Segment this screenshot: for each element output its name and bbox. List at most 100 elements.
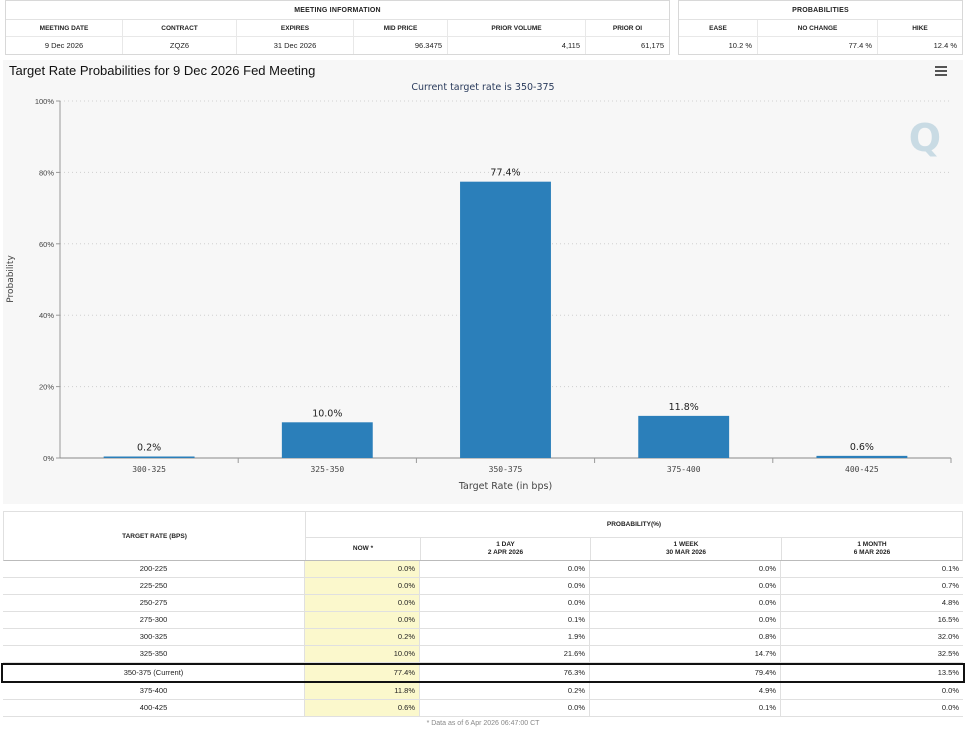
probability-table-header: TARGET RATE (BPS) PROBABILITY(%) NOW * 1… xyxy=(3,511,963,561)
value-hike: 12.4 % xyxy=(933,41,957,50)
one-day-cell: 1.9% xyxy=(420,629,590,645)
table-row: 250-275 0.0% 0.0% 0.0% 4.8% xyxy=(3,595,963,612)
data-label-300-325: 0.2% xyxy=(137,443,161,454)
table-row: 325-350 10.0% 21.6% 14.7% 32.5% xyxy=(3,646,963,663)
now-cell: 0.6% xyxy=(305,700,420,716)
now-cell: 0.0% xyxy=(305,561,420,577)
one-day-cell: 0.2% xyxy=(420,683,590,699)
meeting-information-panel: MEETING INFORMATION MEETING DATE CONTRAC… xyxy=(5,0,670,55)
rate-cell: 250-275 xyxy=(3,595,305,611)
data-timestamp-footnote: * Data as of 6 Apr 2026 06:47:00 CT xyxy=(426,720,540,727)
header-hike: HIKE xyxy=(912,24,928,32)
header-mid-price: MID PRICE xyxy=(354,19,448,37)
header-target-rate: TARGET RATE (BPS) xyxy=(4,512,306,560)
x-tick-label-375-400: 375-400 xyxy=(667,465,701,474)
value-expires: 31 Dec 2026 xyxy=(237,37,354,54)
chart-title: Target Rate Probabilities for 9 Dec 2026… xyxy=(9,63,316,78)
data-label-350-375: 77.4% xyxy=(490,168,520,179)
probability-table: TARGET RATE (BPS) PROBABILITY(%) NOW * 1… xyxy=(1,511,965,727)
one-week-cell: 4.9% xyxy=(590,683,781,699)
header-1-month-label: 1 MONTH xyxy=(857,541,887,548)
table-row: 300-325 0.2% 1.9% 0.8% 32.0% xyxy=(3,629,963,646)
header-no-change: NO CHANGE xyxy=(758,19,878,37)
now-cell: 0.0% xyxy=(305,612,420,628)
header-now: NOW * xyxy=(306,538,421,560)
bar-350-375 xyxy=(460,181,551,458)
value-prior-volume: 4,115 xyxy=(448,37,586,54)
one-day-cell: 0.1% xyxy=(420,612,590,628)
value-mid-price: 96.3475 xyxy=(354,37,448,54)
table-row: 400-425 0.6% 0.0% 0.1% 0.0% xyxy=(3,700,963,717)
rate-cell: 375-400 xyxy=(3,683,305,699)
rate-cell: 200-225 xyxy=(3,561,305,577)
one-month-cell: 0.1% xyxy=(941,564,959,573)
x-tick-label-350-375: 350-375 xyxy=(489,465,523,474)
table-row: 225-250 0.0% 0.0% 0.0% 0.7% xyxy=(3,578,963,595)
x-axis-title: Target Rate (in bps) xyxy=(458,481,552,492)
hamburger-menu-icon[interactable] xyxy=(935,66,947,76)
header-prior-oi: PRIOR OI xyxy=(612,24,643,32)
header-now-label: NOW * xyxy=(352,545,374,552)
x-tick-label-300-325: 300-325 xyxy=(132,465,166,474)
y-tick-label: 60% xyxy=(39,240,54,249)
one-week-cell: 0.1% xyxy=(590,700,781,716)
value-meeting-date: 9 Dec 2026 xyxy=(6,37,123,54)
one-month-cell: 0.7% xyxy=(941,581,959,590)
one-week-cell: 0.8% xyxy=(590,629,781,645)
meeting-information-header-row: MEETING DATE CONTRACT EXPIRES MID PRICE … xyxy=(6,19,669,37)
one-week-cell: 14.7% xyxy=(590,646,781,662)
one-month-cell: 13.5% xyxy=(937,668,959,677)
q-logo-icon: Q xyxy=(908,116,941,160)
now-cell: 77.4% xyxy=(305,665,420,681)
meeting-information-title: MEETING INFORMATION xyxy=(6,1,669,20)
value-contract: ZQZ6 xyxy=(123,37,237,54)
now-cell: 0.0% xyxy=(305,578,420,594)
value-prior-oi: 61,175 xyxy=(641,41,664,50)
one-day-cell: 0.0% xyxy=(420,700,590,716)
header-meeting-date: MEETING DATE xyxy=(6,19,123,37)
header-1-week-date: 30 MAR 2026 xyxy=(665,549,707,556)
rate-cell: 350-375 (Current) xyxy=(3,665,305,681)
now-cell: 0.0% xyxy=(305,595,420,611)
bar-325-350 xyxy=(281,422,373,458)
header-1-month: 1 MONTH 6 MAR 2026 xyxy=(782,538,962,560)
header-expires: EXPIRES xyxy=(237,19,354,37)
one-week-cell: 0.0% xyxy=(590,595,781,611)
now-cell: 11.8% xyxy=(305,683,420,699)
target-rate-chart: Target Rate Probabilities for 9 Dec 2026… xyxy=(3,60,963,504)
rate-cell: 400-425 xyxy=(3,700,305,716)
header-1-month-date: 6 MAR 2026 xyxy=(853,549,891,556)
bar-300-325 xyxy=(103,456,195,458)
value-no-change: 77.4 % xyxy=(758,37,878,54)
x-tick-label-400-425: 400-425 xyxy=(845,465,879,474)
header-ease: EASE xyxy=(679,19,758,37)
probability-table-body: 200-225 0.0% 0.0% 0.0% 0.1% 225-250 0.0% 0.0% 0.… xyxy=(1,561,965,717)
one-week-cell: 0.0% xyxy=(590,612,781,628)
now-cell: 0.2% xyxy=(305,629,420,645)
rate-cell: 325-350 xyxy=(3,646,305,662)
one-week-cell: 0.0% xyxy=(590,578,781,594)
header-contract: CONTRACT xyxy=(123,19,237,37)
header-1-week-label: 1 WEEK xyxy=(673,541,699,548)
one-day-cell: 0.0% xyxy=(420,595,590,611)
data-label-375-400: 11.8% xyxy=(669,402,699,413)
one-month-cell: 32.5% xyxy=(937,649,959,658)
rate-cell: 225-250 xyxy=(3,578,305,594)
one-month-cell: 0.0% xyxy=(941,703,959,712)
bar-chart-svg: 0% 20% 40% 60% 80% 100% 0.2% 300-325 10.0% 325-35… xyxy=(35,97,952,492)
rate-cell: 300-325 xyxy=(3,629,305,645)
y-tick-label: 0% xyxy=(43,454,54,463)
header-1-day-date: 2 APR 2026 xyxy=(487,549,524,556)
one-month-cell: 16.5% xyxy=(937,615,959,624)
y-tick-label: 40% xyxy=(39,311,54,320)
one-day-cell: 0.0% xyxy=(420,561,590,577)
header-1-week: 1 WEEK 30 MAR 2026 xyxy=(591,538,782,560)
one-day-cell: 21.6% xyxy=(420,646,590,662)
one-week-cell: 79.4% xyxy=(590,665,781,681)
chart-subtitle: Current target rate is 350-375 xyxy=(411,82,555,93)
header-1-day: 1 DAY 2 APR 2026 xyxy=(421,538,591,560)
table-row: 275-300 0.0% 0.1% 0.0% 16.5% xyxy=(3,612,963,629)
y-tick-label: 100% xyxy=(35,97,55,106)
now-cell: 10.0% xyxy=(305,646,420,662)
one-day-cell: 76.3% xyxy=(420,665,590,681)
